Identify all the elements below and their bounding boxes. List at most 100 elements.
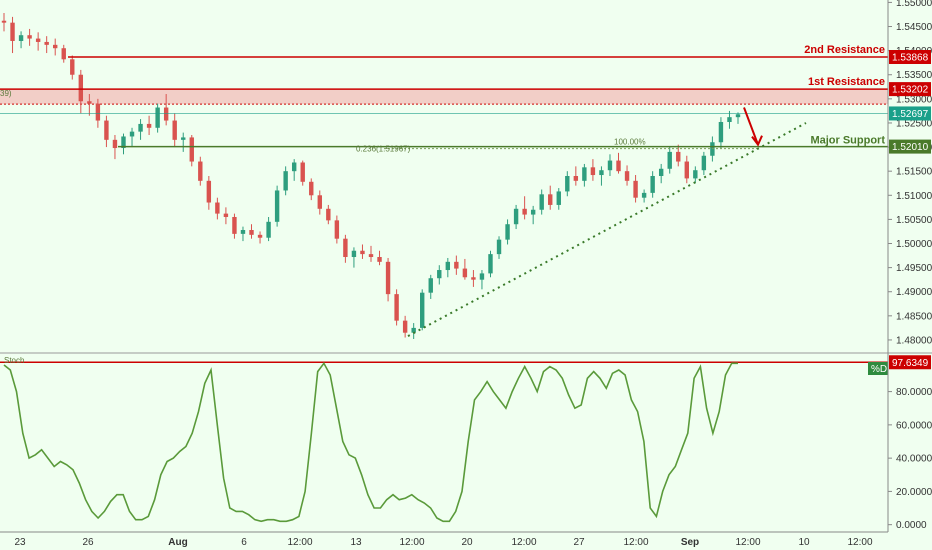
price-tick-label: 1.48500: [896, 311, 932, 322]
price-tick-label: 1.52500: [896, 118, 932, 129]
candle-body: [556, 191, 561, 205]
candle-body: [530, 209, 536, 215]
candle-body: [471, 277, 476, 280]
candle-body: [240, 230, 246, 234]
time-tick-label: 27: [573, 537, 585, 548]
candle-body: [727, 117, 732, 122]
candle-body: [70, 59, 75, 75]
candle-body: [61, 48, 66, 60]
stoch-tick-label: 20.0000: [896, 487, 932, 498]
time-tick-label: 13: [350, 537, 362, 548]
candle-body: [257, 234, 263, 238]
second-resistance-price-badge-bg: [889, 49, 931, 64]
candle-body: [146, 123, 152, 128]
candle-body: [513, 208, 519, 225]
candle-body: [650, 176, 655, 193]
time-tick-label: 12:00: [847, 537, 872, 548]
candle-body: [104, 120, 109, 140]
price-tick-label: 1.51000: [896, 191, 932, 202]
candle-body: [641, 192, 647, 198]
candle-body: [274, 190, 280, 222]
candle-body: [53, 44, 58, 49]
candle-body: [343, 238, 348, 258]
candle-body: [539, 194, 544, 210]
candle-body: [735, 114, 741, 118]
candle-body: [283, 171, 288, 191]
time-tick-label: 12:00: [399, 537, 424, 548]
candle-body: [18, 35, 24, 41]
second-resistance-price-badge-text: 1.53868: [892, 52, 929, 63]
candle-body: [420, 292, 425, 328]
candle-body: [693, 170, 698, 179]
candle-body: [121, 136, 126, 149]
projection-arrow-head: [751, 135, 763, 147]
stoch-title: Stoch: [4, 356, 24, 365]
candle-body: [573, 176, 579, 181]
candle-body: [394, 294, 399, 321]
candle-body: [411, 327, 416, 333]
projection-arrow-shaft: [743, 107, 759, 146]
candle-body: [181, 137, 186, 140]
stoch-tick-label: 80.0000: [896, 387, 932, 398]
candle-body: [189, 137, 194, 162]
candle-body: [599, 170, 604, 176]
current-price-badge: 1.52697: [889, 106, 931, 121]
candle-body: [462, 268, 468, 278]
current-price-badge-bg: [889, 106, 931, 121]
candle-body: [35, 38, 41, 42]
candle-body: [44, 41, 49, 45]
candle-body: [496, 239, 502, 255]
major-support-price-badge-text: 1.52010: [892, 142, 929, 153]
candle-body: [10, 22, 15, 41]
time-tick-label: 20: [461, 537, 473, 548]
candle-body: [309, 181, 314, 196]
stoch-tick-label: 60.0000: [896, 420, 932, 431]
candle-body: [291, 162, 297, 172]
stoch-series-badge: [868, 362, 888, 375]
fib-level-label: 0.236(1.51967): [356, 145, 411, 154]
candle-body: [326, 208, 331, 221]
candle-body: [138, 123, 143, 132]
candle-body: [334, 220, 340, 239]
candle-body: [676, 151, 681, 162]
candle-body: [607, 160, 613, 171]
price-tick-label: 1.48000: [896, 335, 932, 346]
price-tick-label: 1.53000: [896, 94, 932, 105]
candle-body: [385, 261, 391, 295]
candle-body: [129, 131, 135, 137]
time-tick-label: 23: [14, 537, 26, 548]
candle-body: [198, 161, 203, 181]
candle-body: [377, 257, 382, 262]
price-tick-label: 1.55000: [896, 0, 932, 9]
stoch-tick-label: 0.0000: [896, 520, 927, 531]
time-tick-label: 12:00: [623, 537, 648, 548]
candle-body: [667, 151, 672, 169]
candle-body: [565, 176, 570, 192]
time-tick-label: 26: [82, 537, 94, 548]
candle-body: [479, 273, 485, 280]
first-resistance-price-badge: 1.53202: [889, 82, 931, 97]
candle-body: [633, 180, 638, 198]
candle-body: [488, 254, 493, 274]
candle-body: [590, 167, 596, 176]
candle-body: [701, 155, 707, 171]
candle-body: [351, 250, 357, 258]
candle-body: [445, 261, 451, 271]
price-tick-label: 1.49000: [896, 287, 932, 298]
candle-body: [249, 230, 254, 235]
first-resistance-price-badge-text: 1.53202: [892, 85, 929, 96]
stoch-value-text: 97.6349: [892, 358, 929, 369]
candle-body: [548, 194, 553, 205]
candle-body: [368, 254, 374, 258]
time-tick-label: Sep: [681, 537, 699, 548]
candle-body: [454, 261, 459, 269]
second-resistance-label: 2nd Resistance: [804, 44, 885, 56]
candle-body: [215, 202, 220, 214]
first-resistance-price-badge-bg: [889, 82, 931, 97]
candle-body: [522, 208, 527, 215]
candle-body: [232, 216, 237, 234]
candle-body: [95, 103, 101, 121]
candle-body: [505, 224, 510, 240]
time-tick-label: 12:00: [287, 537, 312, 548]
